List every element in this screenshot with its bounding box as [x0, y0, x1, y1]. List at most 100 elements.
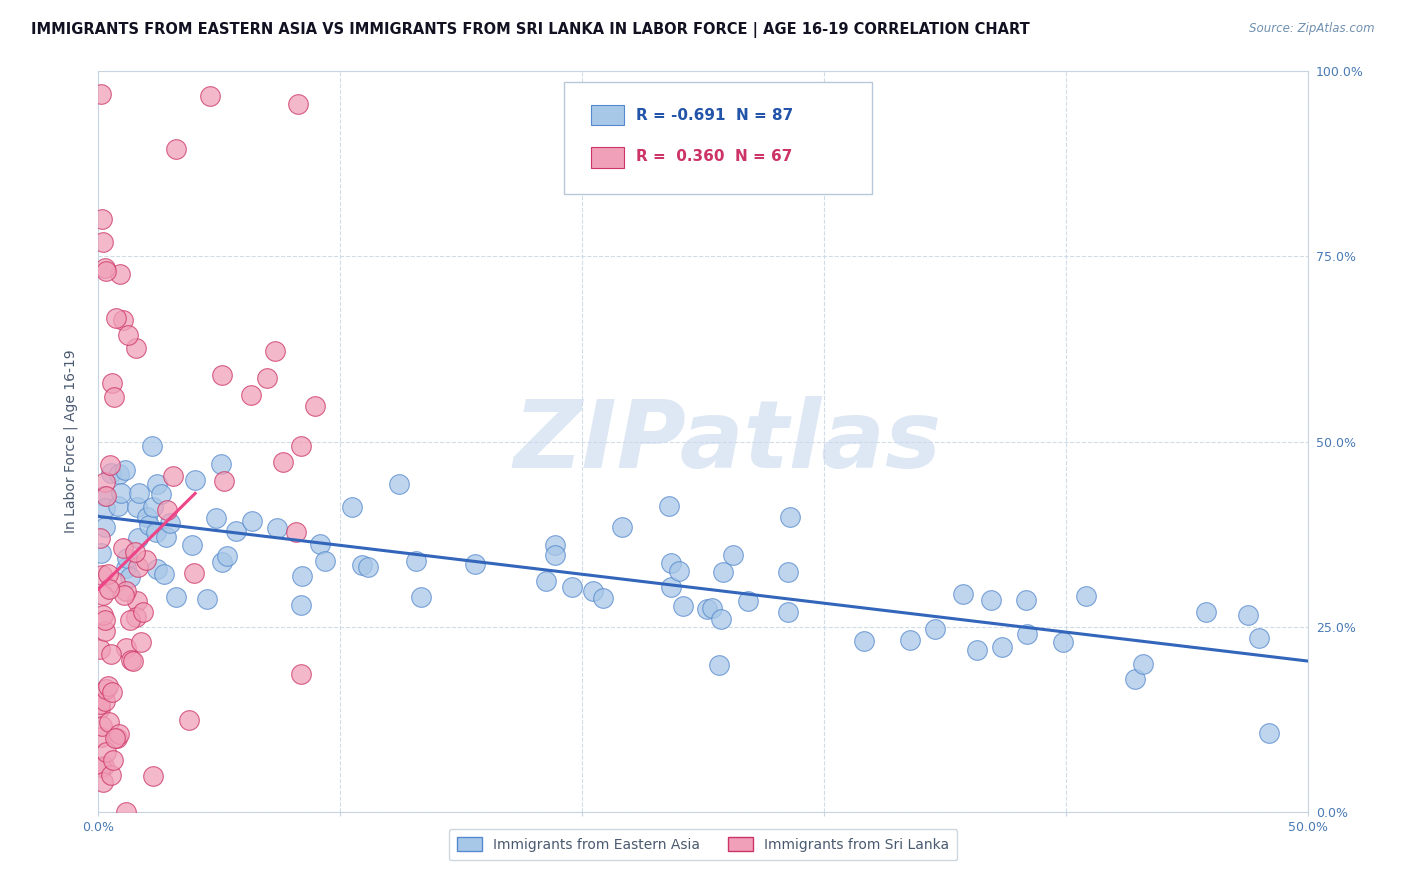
Point	[308, 537, 330, 551]
Point	[711, 566, 734, 580]
Point	[214, 474, 236, 488]
Point	[136, 510, 159, 524]
Point	[104, 731, 127, 745]
Point	[103, 390, 125, 404]
Point	[980, 593, 1002, 607]
Point	[94, 682, 117, 697]
Point	[94, 264, 117, 278]
Point	[125, 342, 148, 356]
Point	[112, 541, 135, 556]
Point	[127, 560, 149, 574]
Point	[707, 657, 730, 672]
Point	[146, 477, 169, 491]
Point	[357, 560, 380, 574]
Point	[155, 530, 177, 544]
Point	[159, 516, 181, 530]
Point	[290, 439, 312, 453]
Point	[100, 467, 122, 481]
Point	[127, 531, 149, 545]
Point	[135, 553, 157, 567]
Point	[114, 561, 136, 575]
Point	[97, 715, 120, 730]
Point	[91, 212, 114, 227]
Point	[94, 746, 117, 760]
Point	[183, 566, 205, 580]
Point	[723, 548, 745, 562]
Point	[121, 654, 143, 668]
Point	[110, 486, 132, 500]
Point	[120, 570, 142, 584]
Point	[100, 767, 122, 781]
Point	[544, 538, 567, 552]
Point	[93, 489, 115, 503]
Point	[150, 487, 173, 501]
Point	[290, 598, 312, 612]
Legend: Immigrants from Eastern Asia, Immigrants from Sri Lanka: Immigrants from Eastern Asia, Immigrants…	[449, 829, 957, 860]
Point	[183, 473, 205, 487]
Point	[536, 574, 558, 588]
Point	[659, 556, 682, 570]
Point	[350, 558, 373, 572]
Point	[1052, 635, 1074, 649]
Point	[1236, 608, 1258, 623]
Point	[155, 503, 177, 517]
Point	[1015, 592, 1038, 607]
Point	[115, 551, 138, 566]
Point	[100, 647, 122, 661]
Point	[779, 510, 801, 524]
Bar	[591, 104, 624, 126]
Point	[153, 566, 176, 581]
Point	[114, 463, 136, 477]
Text: R = -0.691  N = 87: R = -0.691 N = 87	[637, 108, 794, 122]
Point	[225, 524, 247, 538]
Point	[659, 580, 682, 594]
Point	[181, 538, 204, 552]
Point	[388, 477, 411, 491]
Point	[98, 458, 121, 473]
Point	[1015, 627, 1038, 641]
Point	[266, 521, 288, 535]
Point	[124, 545, 146, 559]
Point	[91, 568, 114, 582]
Point	[97, 679, 120, 693]
Point	[215, 549, 238, 563]
Point	[592, 591, 614, 606]
Point	[89, 697, 111, 711]
Point	[411, 590, 433, 604]
Point	[179, 714, 201, 728]
Point	[125, 594, 148, 608]
Point	[952, 587, 974, 601]
Point	[117, 328, 139, 343]
Point	[90, 87, 112, 101]
Point	[710, 612, 733, 626]
Point	[211, 368, 233, 382]
Point	[737, 593, 759, 607]
Point	[94, 500, 117, 515]
Point	[304, 400, 326, 414]
Point	[696, 601, 718, 615]
Point	[138, 518, 160, 533]
Point	[94, 489, 117, 503]
Point	[120, 653, 142, 667]
Point	[776, 605, 799, 619]
Point	[205, 511, 228, 525]
Point	[91, 588, 114, 602]
Point	[107, 499, 129, 513]
Point	[91, 719, 114, 733]
Point	[966, 643, 988, 657]
Point	[146, 562, 169, 576]
Point	[90, 760, 112, 774]
Point	[105, 310, 128, 325]
Text: Source: ZipAtlas.com: Source: ZipAtlas.com	[1250, 22, 1375, 36]
Point	[1132, 657, 1154, 671]
Point	[195, 592, 218, 607]
Point	[104, 574, 127, 589]
Point	[91, 775, 114, 789]
Point	[94, 693, 117, 707]
Point	[141, 439, 163, 453]
Point	[115, 583, 138, 598]
Y-axis label: In Labor Force | Age 16-19: In Labor Force | Age 16-19	[63, 350, 79, 533]
FancyBboxPatch shape	[564, 82, 872, 194]
Point	[131, 605, 153, 619]
Point	[1249, 631, 1271, 645]
